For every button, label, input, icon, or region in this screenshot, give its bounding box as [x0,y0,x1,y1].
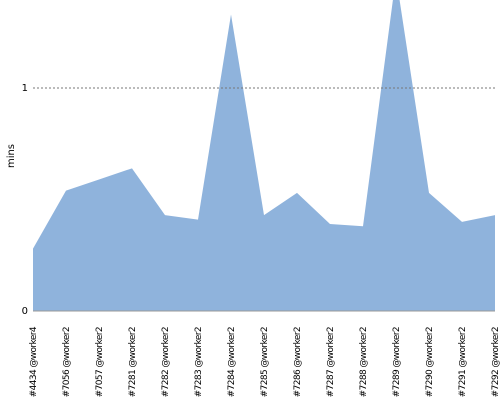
x-tick-label: #7282 @worker2 [161,327,171,397]
y-tick-label: 1 [22,83,28,94]
x-tick-label: #7284 @worker2 [227,327,237,397]
x-tick-label: #7281 @worker2 [128,327,138,397]
x-tick-label: #7290 @worker2 [425,327,435,397]
x-tick-label: #4434 @worker4 [29,326,39,397]
y-axis-label: mins [6,144,17,168]
area [33,0,495,311]
x-tick-label: #7288 @worker2 [359,327,369,397]
x-tick-label: #7057 @worker2 [95,327,105,397]
x-tick-label: #7056 @worker2 [62,327,72,397]
x-tick-label: #7291 @worker2 [458,327,468,397]
x-tick-label: #7283 @worker2 [194,327,204,397]
x-tick-label: #7285 @worker2 [260,327,270,397]
x-tick-label: #7289 @worker2 [392,327,402,397]
x-tick-label: #7292 @worker2 [491,327,500,397]
y-tick-label: 0 [22,306,28,317]
area-group [33,0,495,311]
x-tick-label: #7287 @worker2 [326,327,336,397]
x-tick-label: #7286 @worker2 [293,327,303,397]
